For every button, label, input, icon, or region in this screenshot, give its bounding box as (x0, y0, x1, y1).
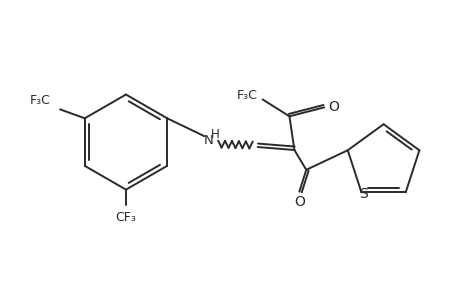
Text: CF₃: CF₃ (115, 211, 136, 224)
Text: S: S (358, 187, 367, 201)
Text: N: N (203, 134, 213, 147)
Text: F₃C: F₃C (236, 89, 257, 102)
Text: O: O (328, 100, 339, 114)
Text: H: H (210, 128, 219, 141)
Text: F₃C: F₃C (30, 94, 51, 107)
Text: O: O (293, 194, 304, 208)
